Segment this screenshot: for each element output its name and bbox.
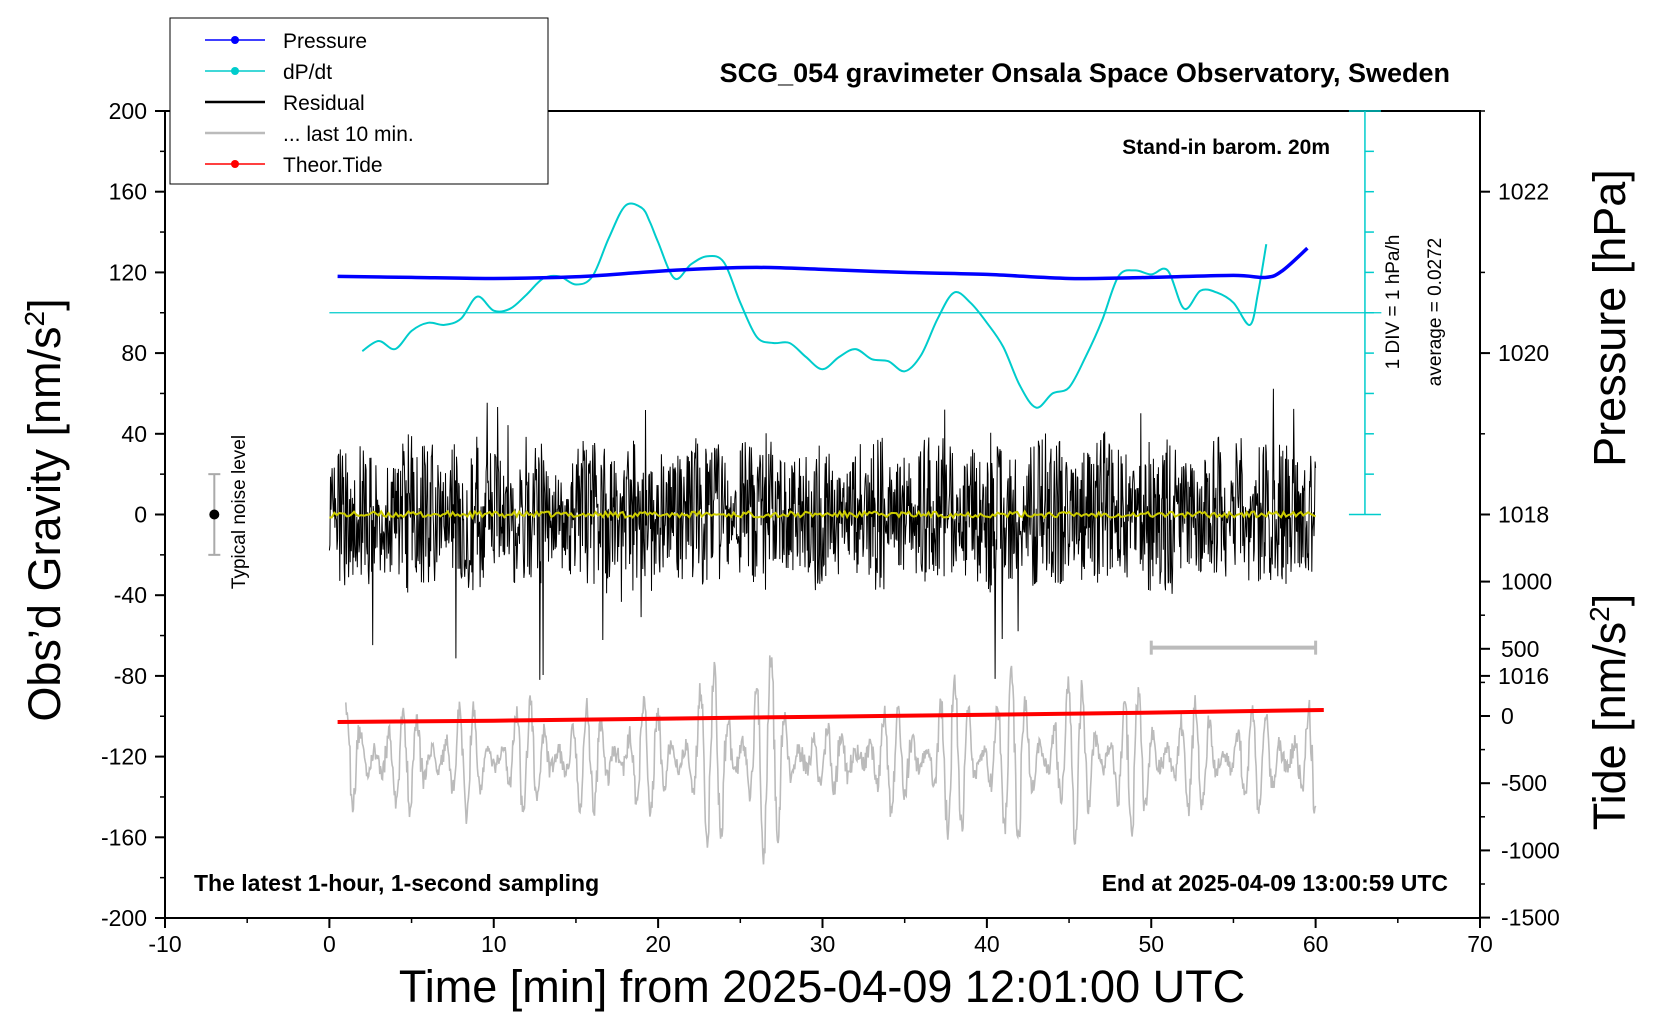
chart-title: SCG_054 gravimeter Onsala Space Observat…	[720, 58, 1450, 88]
last-10-min-line	[345, 655, 1317, 865]
tide-line	[337, 708, 1324, 724]
pressure-tick-label: 1018	[1498, 502, 1549, 528]
pressure-line	[337, 246, 1309, 281]
average-label: average = 0.0272	[1425, 238, 1446, 386]
ten-minute-scale-bar	[1149, 640, 1318, 655]
y-tick-label: 200	[109, 98, 147, 124]
tide-axis-ticks: 1000 500 0 -500 -1000 -1500	[1480, 569, 1560, 931]
dpdt-axis	[1348, 110, 1381, 516]
tide-axis-label-close: ]	[1584, 594, 1635, 607]
y-axis-ticks: 200 160 120 80 40 0 -40 -80 -120 -160 -200	[101, 98, 165, 931]
x-tick-label: 40	[974, 931, 1000, 957]
x-axis-ticks: -10 0 10 20 30 40 50 60 70	[148, 918, 1493, 957]
pressure-tick-label: 1020	[1498, 340, 1549, 366]
y-tick-label: -40	[114, 582, 147, 608]
y-axis-label-text: Obs’d Gravity [nm/s	[19, 327, 70, 722]
x-axis-label: Time [min] from 2025-04-09 12:01:00 UTC	[399, 961, 1245, 1012]
legend-label: Residual	[283, 92, 365, 115]
tide-tick-label: 0	[1501, 703, 1514, 729]
dpdt-line	[361, 202, 1268, 409]
x-tick-label: 0	[323, 931, 336, 957]
y-tick-label: 40	[121, 421, 147, 447]
pressure-axis-ticks: 1022 1020 1018 1016	[1480, 110, 1549, 689]
theor-tide-series	[337, 708, 1324, 724]
y-axis-label: Obs’d Gravity [nm/s2]	[19, 298, 70, 721]
y-tick-label: 0	[134, 502, 147, 528]
x-tick-label: 30	[810, 931, 836, 957]
legend: Pressure dP/dt Residual ... last 10 min. The…	[169, 17, 549, 185]
div-label: 1 DIV = 1 hPa/h	[1383, 235, 1404, 370]
dpdt-series	[361, 202, 1268, 409]
x-tick-label: 60	[1303, 931, 1329, 957]
tide-axis-label: Tide [nm/s2]	[1584, 594, 1635, 830]
y-tick-label: -80	[114, 663, 147, 689]
tide-tick-label: -1000	[1501, 837, 1560, 863]
smoothed-line	[329, 509, 1317, 520]
end-time-note: End at 2025-04-09 13:00:59 UTC	[1102, 870, 1448, 896]
legend-marker	[231, 160, 239, 168]
y-tick-label: 80	[121, 340, 147, 366]
sampling-note: The latest 1-hour, 1-second sampling	[194, 870, 599, 896]
legend-label: ... last 10 min.	[283, 123, 414, 146]
x-tick-label: 50	[1138, 931, 1164, 957]
y-tick-label: -160	[101, 824, 147, 850]
pressure-tick-label: 1016	[1498, 663, 1549, 689]
tide-tick-label: -1500	[1501, 905, 1560, 931]
pressure-series	[337, 246, 1309, 281]
y-axis-label-superscript: 2	[19, 311, 50, 327]
noise-label: Typical noise level	[229, 435, 250, 589]
tide-tick-label: -500	[1501, 770, 1547, 796]
y-tick-label: 120	[109, 259, 147, 285]
legend-label: Theor.Tide	[283, 154, 383, 177]
y-tick-label: 160	[109, 179, 147, 205]
tide-tick-label: 500	[1501, 636, 1539, 662]
x-tick-label: 20	[645, 931, 671, 957]
y-tick-label: -200	[101, 905, 147, 931]
tide-axis-label-superscript: 2	[1584, 606, 1615, 622]
legend-label: Pressure	[283, 30, 367, 53]
pressure-tick-label: 1022	[1498, 179, 1549, 205]
y-tick-label: -120	[101, 744, 147, 770]
x-tick-label: 10	[481, 931, 507, 957]
noise-bar-dot	[209, 509, 220, 520]
y-axis-label-close: ]	[19, 298, 70, 311]
residual-smoothed-series	[329, 509, 1317, 520]
residual-series	[328, 388, 1317, 680]
legend-marker	[231, 67, 239, 75]
residual-line	[328, 388, 1317, 680]
pressure-axis-label: Pressure [hPa]	[1584, 169, 1635, 467]
barometer-note: Stand-in barom. 20m	[1122, 136, 1330, 159]
tide-tick-label: 1000	[1501, 569, 1552, 595]
typical-noise-bar	[208, 473, 221, 556]
last-10-min-series	[345, 655, 1317, 865]
tide-axis-label-text: Tide [nm/s	[1584, 622, 1635, 830]
legend-marker	[231, 36, 239, 44]
legend-label: dP/dt	[283, 61, 332, 84]
x-tick-label: 70	[1467, 931, 1493, 957]
x-tick-label: -10	[148, 931, 181, 957]
